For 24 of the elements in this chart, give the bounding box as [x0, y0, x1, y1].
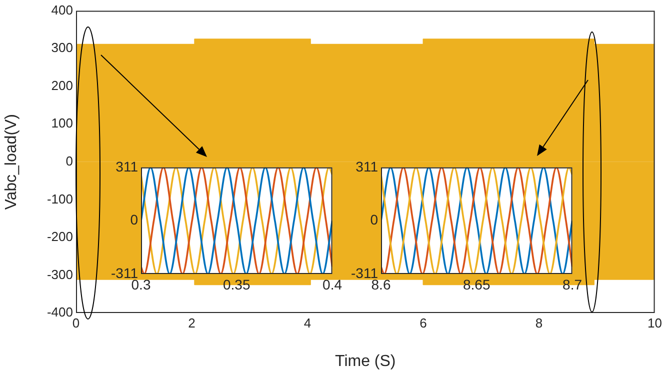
y-tick-label: 311 [356, 158, 378, 174]
line-series [381, 167, 572, 274]
y-axis-title: Vabc_load(V) [3, 114, 20, 210]
y-tick-label: -100 [46, 191, 73, 206]
y-tick-label: -400 [46, 304, 73, 320]
y-tick-label: 0 [130, 212, 138, 228]
y-tick-label: 300 [51, 40, 73, 56]
x-tick-label: 8 [535, 315, 543, 330]
y-tick-label: -300 [46, 266, 73, 282]
x-tick-label: 6 [420, 315, 427, 330]
y-tick-label: 0 [370, 212, 378, 228]
y-tick-label: 200 [51, 78, 73, 93]
x-axis-title: Time (S) [335, 352, 396, 370]
y-tick-label: 311 [116, 158, 138, 174]
x-tick-label: 4 [304, 315, 312, 330]
y-tick-label: -311 [111, 264, 138, 281]
x-tick-label: 2 [188, 315, 196, 330]
y-tick-label: -200 [46, 229, 73, 244]
y-tick-label: 0 [66, 153, 73, 168]
y-tick-label: 100 [51, 116, 73, 131]
y-tick-label: 400 [51, 2, 73, 18]
x-tick-label: 10 [648, 315, 662, 330]
y-tick-label: -311 [351, 264, 378, 281]
x-tick-label: 0.4 [322, 276, 342, 292]
